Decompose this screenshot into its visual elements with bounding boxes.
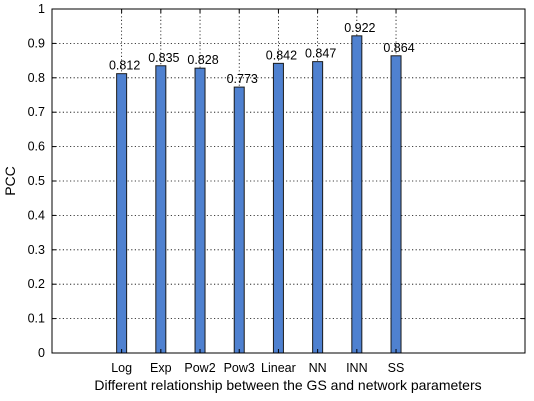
- y-tick-label: 0.4: [28, 208, 45, 222]
- bar-exp: [155, 65, 167, 354]
- x-tick-label: Pow3: [224, 361, 255, 375]
- data-label: 0.842: [266, 48, 297, 62]
- y-tick-label: 0.5: [28, 174, 45, 188]
- data-label: 0.773: [227, 72, 258, 86]
- bar-nn: [312, 61, 324, 354]
- bar-pow2: [194, 67, 206, 354]
- bar-log: [116, 73, 128, 354]
- y-tick-label: 0.2: [28, 277, 45, 291]
- x-axis-label: Different relationship between the GS an…: [94, 377, 481, 393]
- y-tick-label: 0.8: [28, 71, 45, 85]
- x-tick-label: INN: [346, 361, 368, 375]
- bars: [116, 35, 402, 354]
- x-tick-label: Pow2: [184, 361, 215, 375]
- data-label: 0.864: [383, 41, 414, 55]
- ticks: 0 0.1 0.2 0.3 0.4 0.5 0.6 0.7 0.8 0.9 1 Log Exp Pow2 P…: [28, 2, 525, 375]
- data-label: 0.812: [109, 59, 140, 73]
- y-axis-label: PCC: [2, 166, 18, 196]
- data-label: 0.847: [305, 47, 336, 61]
- x-tick-label: SS: [388, 361, 405, 375]
- y-tick-label: 1: [38, 2, 45, 16]
- x-tick-label: Exp: [150, 361, 172, 375]
- y-tick-label: 0: [38, 346, 45, 360]
- x-tick-label: Linear: [261, 361, 296, 375]
- x-tick-label: NN: [309, 361, 327, 375]
- y-tick-label: 0.3: [28, 243, 45, 257]
- data-label: 0.922: [344, 21, 375, 35]
- data-label: 0.828: [187, 53, 218, 67]
- bar-ss: [390, 55, 402, 354]
- y-tick-label: 0.9: [28, 36, 45, 50]
- bar-inn: [351, 35, 363, 354]
- bar-pow3: [233, 86, 245, 354]
- bar-linear: [272, 62, 284, 354]
- y-tick-label: 0.6: [28, 140, 45, 154]
- data-labels: 0.812 0.835 0.828 0.773 0.842 0.847 0.922 0.864: [109, 21, 415, 86]
- data-label: 0.835: [148, 51, 179, 65]
- y-tick-label: 0.7: [28, 105, 45, 119]
- y-tick-label: 0.1: [28, 312, 45, 326]
- x-tick-label: Log: [111, 361, 132, 375]
